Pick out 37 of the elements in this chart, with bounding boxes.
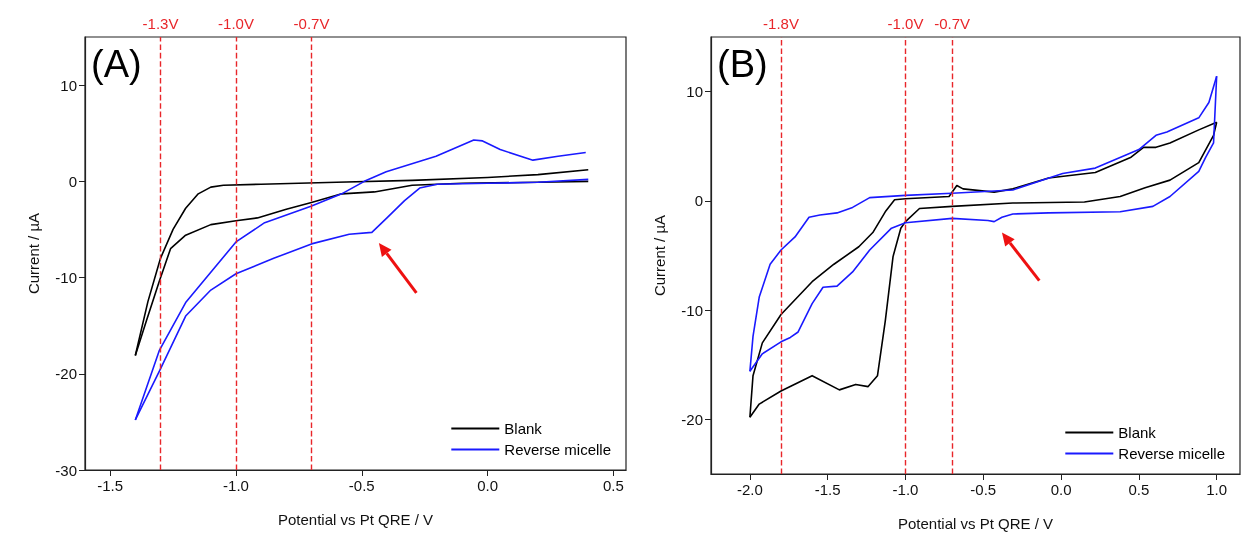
x-tick-label: -1.0 (892, 481, 919, 498)
y-tick-label: -10 (55, 269, 77, 287)
ref-line-label: -1.8V (763, 15, 799, 32)
y-tick-label: -20 (681, 410, 703, 428)
annotation: (A) (91, 43, 142, 85)
y-axis-title: Current / µA (25, 212, 42, 295)
ref-line-label: -0.7V (934, 15, 971, 32)
x-tick-label: 0.0 (477, 477, 499, 494)
legend-label: Reverse micelle (504, 441, 611, 458)
y-tick-label: 10 (60, 76, 77, 94)
x-tick-label: -0.5 (970, 481, 997, 498)
x-tick-label: -1.0 (223, 477, 249, 494)
x-tick-label: -2.0 (736, 481, 763, 498)
x-tick-label: -0.5 (348, 477, 375, 494)
x-tick-label: -1.5 (97, 477, 124, 494)
y-tick-label: 0 (694, 192, 703, 210)
annotation: (B) (717, 43, 768, 85)
legend-label: Blank (504, 420, 543, 437)
y-tick-label: -30 (55, 461, 77, 479)
x-axis-title: Potential vs Pt QRE / V (897, 515, 1054, 532)
ref-line-label: -1.0V (887, 15, 924, 32)
x-tick-label: 0.0 (1050, 481, 1072, 498)
ref-line-label: -1.0V (218, 15, 254, 32)
y-tick-label: -20 (55, 365, 77, 383)
legend-label: Blank (1118, 424, 1157, 441)
y-tick-label: 0 (68, 172, 77, 190)
x-tick-label: 0.5 (602, 477, 624, 494)
y-tick-label: -10 (681, 301, 703, 319)
y-axis-title: Current / µA (651, 214, 668, 297)
y-tick-label: 10 (686, 83, 703, 101)
legend-label: Reverse micelle (1118, 445, 1225, 462)
ref-line-label: -1.3V (142, 15, 179, 32)
x-axis-title: Potential vs Pt QRE / V (277, 511, 434, 528)
x-tick-label: -1.5 (814, 481, 841, 498)
ref-line-label: -0.7V (293, 15, 330, 32)
x-tick-label: 1.0 (1206, 481, 1228, 498)
x-tick-label: 0.5 (1128, 481, 1150, 498)
